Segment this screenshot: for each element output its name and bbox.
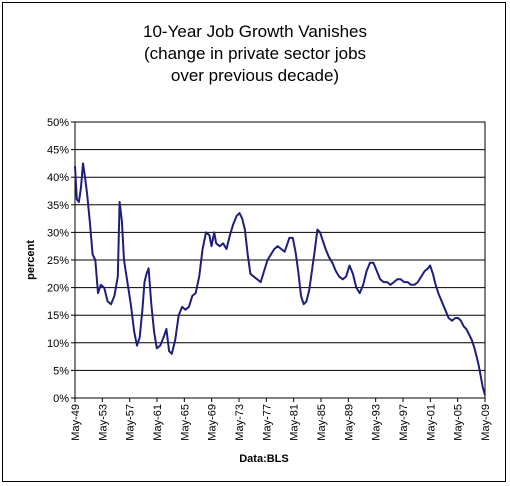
chart-title-line-2: (change in private sector jobs bbox=[143, 44, 367, 63]
x-tick-label: May-57 bbox=[125, 404, 137, 441]
x-tick-label: May-89 bbox=[343, 404, 355, 441]
y-tick-label: 20% bbox=[47, 283, 69, 295]
x-tick-label: May-01 bbox=[425, 404, 437, 441]
y-tick-label: 0% bbox=[53, 393, 69, 405]
x-tick-label: May-93 bbox=[371, 404, 383, 441]
x-tick-label: May-05 bbox=[453, 404, 465, 441]
x-tick-label: May-69 bbox=[207, 404, 219, 441]
y-tick-label: 45% bbox=[47, 145, 69, 157]
x-tick-label: May-77 bbox=[261, 404, 273, 441]
chart-frame bbox=[2, 2, 506, 482]
x-tick-label: May-09 bbox=[480, 404, 492, 441]
x-tick-label: May-49 bbox=[70, 404, 82, 441]
y-tick-label: 30% bbox=[47, 227, 69, 239]
series-line-private-jobs bbox=[74, 162, 486, 396]
x-tick-label: May-97 bbox=[398, 404, 410, 441]
x-tick-label: May-53 bbox=[97, 404, 109, 441]
y-tick-label: 50% bbox=[47, 117, 69, 129]
x-axis-ticks: May-49 May-53 May-57 May-61 May-65 May-69 May-… bbox=[70, 398, 492, 441]
chart-title-line-1: 10-Year Job Growth Vanishes bbox=[143, 22, 367, 41]
y-tick-label: 15% bbox=[47, 310, 69, 322]
chart-title-line-3: over previous decade) bbox=[170, 66, 340, 85]
y-tick-label: 5% bbox=[53, 365, 69, 377]
y-tick-label: 40% bbox=[47, 172, 69, 184]
y-tick-label: 35% bbox=[47, 200, 69, 212]
y-tick-label: 25% bbox=[47, 255, 69, 267]
y-axis-ticks: 0% 5% 10% 15% 20% 25% 30% 35% 40% 45% 50% bbox=[47, 117, 75, 405]
x-tick-label: May-81 bbox=[289, 404, 301, 441]
x-axis-label: Data:BLS bbox=[239, 453, 289, 465]
x-tick-label: May-85 bbox=[316, 404, 328, 441]
x-tick-label: May-73 bbox=[234, 404, 246, 441]
y-tick-label: 10% bbox=[47, 338, 69, 350]
x-tick-label: May-65 bbox=[179, 404, 191, 441]
gridlines bbox=[75, 149, 485, 371]
y-axis-label: percent bbox=[25, 240, 37, 280]
x-tick-label: May-61 bbox=[152, 404, 164, 441]
